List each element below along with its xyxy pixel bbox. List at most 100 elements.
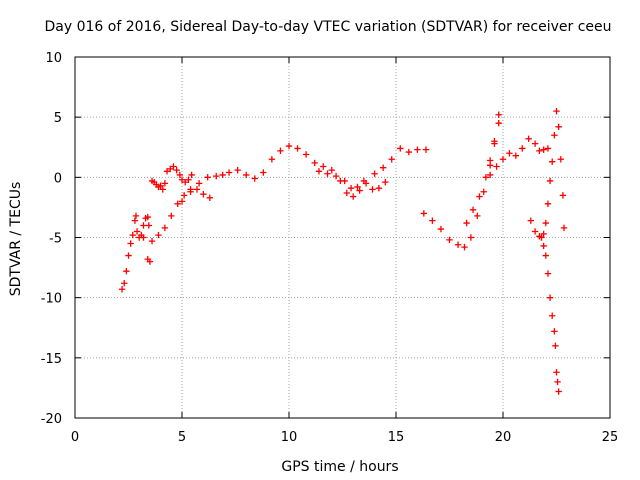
chart-title: Day 016 of 2016, Sidereal Day-to-day VTE… bbox=[44, 19, 611, 35]
series-track-9 bbox=[527, 107, 568, 240]
data-point bbox=[506, 150, 513, 157]
data-point bbox=[146, 258, 154, 265]
x-axis-label: GPS time / hours bbox=[281, 459, 398, 475]
data-point bbox=[260, 169, 267, 176]
data-point bbox=[354, 183, 361, 191]
data-point bbox=[382, 178, 389, 186]
data-point bbox=[234, 166, 241, 174]
y-tick-label: 10 bbox=[45, 51, 62, 66]
data-point bbox=[121, 280, 128, 287]
data-point bbox=[476, 193, 483, 200]
x-tick-label: 5 bbox=[178, 430, 186, 445]
data-point bbox=[144, 213, 151, 221]
data-point bbox=[544, 200, 552, 208]
data-point bbox=[129, 231, 136, 239]
data-point bbox=[486, 157, 494, 164]
data-point bbox=[495, 119, 502, 127]
data-point bbox=[531, 228, 539, 235]
data-point bbox=[161, 224, 169, 232]
data-point bbox=[277, 147, 284, 155]
data-point bbox=[420, 210, 428, 217]
data-point bbox=[182, 178, 189, 186]
x-tick-label: 10 bbox=[281, 430, 298, 445]
data-point bbox=[557, 156, 564, 163]
data-point bbox=[379, 164, 387, 171]
data-point bbox=[491, 140, 498, 147]
data-point bbox=[148, 237, 156, 245]
series-track-2 bbox=[144, 163, 195, 265]
y-tick-label: -10 bbox=[41, 292, 62, 307]
data-point bbox=[369, 186, 376, 193]
data-point bbox=[176, 171, 184, 179]
data-point bbox=[536, 147, 543, 155]
data-point bbox=[315, 168, 323, 175]
data-point bbox=[474, 212, 481, 220]
data-point bbox=[341, 177, 348, 185]
data-point bbox=[527, 217, 535, 224]
data-point bbox=[125, 252, 132, 259]
data-point bbox=[414, 146, 421, 153]
data-point bbox=[549, 158, 556, 165]
data-point bbox=[145, 222, 153, 229]
data-point bbox=[486, 171, 494, 179]
data-point bbox=[429, 217, 436, 224]
data-point bbox=[551, 328, 558, 335]
data-point bbox=[294, 145, 301, 152]
data-point bbox=[554, 378, 561, 386]
data-point bbox=[544, 270, 552, 277]
data-point bbox=[163, 168, 171, 175]
data-point bbox=[195, 180, 203, 187]
data-point bbox=[204, 174, 211, 181]
y-tick-label: -20 bbox=[41, 412, 62, 427]
data-point bbox=[454, 241, 462, 248]
data-point bbox=[538, 234, 545, 241]
data-point bbox=[555, 388, 562, 395]
y-tick-label: -5 bbox=[49, 232, 62, 247]
series-track-10 bbox=[538, 234, 562, 395]
data-point bbox=[285, 142, 293, 150]
data-point bbox=[268, 156, 276, 163]
data-point bbox=[320, 163, 327, 170]
x-tick-label: 0 bbox=[71, 430, 79, 445]
data-point bbox=[552, 342, 559, 349]
data-point bbox=[311, 159, 318, 167]
x-tick-label: 20 bbox=[495, 430, 512, 445]
data-point bbox=[553, 107, 560, 115]
data-point bbox=[332, 172, 340, 180]
data-point bbox=[546, 294, 554, 301]
y-axis-label: SDTVAR / TECUs bbox=[8, 182, 24, 297]
data-point bbox=[161, 180, 169, 187]
data-point bbox=[127, 240, 134, 247]
data-point bbox=[519, 145, 526, 152]
data-point bbox=[243, 171, 250, 179]
data-point bbox=[446, 236, 453, 244]
data-point bbox=[356, 187, 363, 194]
data-point bbox=[219, 171, 226, 179]
data-point bbox=[482, 174, 490, 181]
series-track-7 bbox=[463, 119, 502, 227]
data-point bbox=[542, 252, 549, 259]
data-point bbox=[123, 267, 130, 275]
data-point bbox=[480, 188, 487, 195]
data-point bbox=[388, 156, 395, 163]
y-tick-label: 0 bbox=[54, 171, 62, 186]
data-point bbox=[193, 186, 201, 193]
data-point bbox=[328, 166, 335, 174]
data-point bbox=[546, 177, 554, 185]
data-point bbox=[540, 230, 547, 238]
data-point bbox=[540, 242, 547, 250]
data-point bbox=[159, 186, 166, 193]
data-point bbox=[180, 192, 188, 199]
data-point bbox=[347, 184, 355, 192]
x-tick-label: 25 bbox=[602, 430, 619, 445]
data-point bbox=[422, 146, 430, 153]
y-tick-label: -15 bbox=[41, 352, 62, 367]
data-point bbox=[375, 184, 383, 192]
series-track-3 bbox=[140, 186, 214, 245]
data-point bbox=[173, 166, 180, 174]
data-point bbox=[178, 176, 186, 183]
data-point bbox=[155, 231, 162, 239]
data-point bbox=[540, 146, 547, 153]
data-point bbox=[525, 135, 532, 143]
